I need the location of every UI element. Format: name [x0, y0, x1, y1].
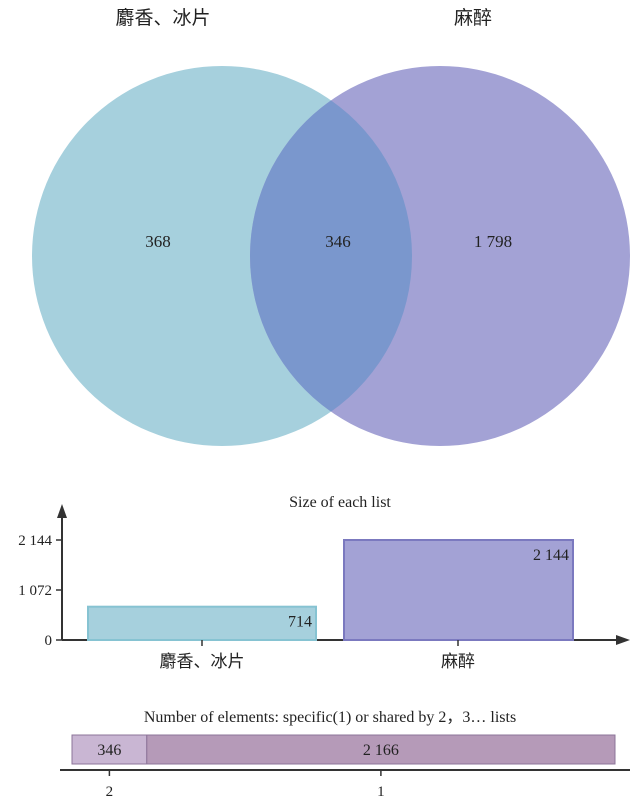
y-tick-label: 0	[45, 633, 53, 649]
shared-segment-1	[146, 734, 616, 765]
x-axis-arrow	[616, 635, 630, 645]
venn-set-b-label: 麻醉	[454, 7, 492, 29]
shared-tick-label: 2	[106, 784, 114, 800]
bar-value-label: 2 144	[533, 547, 569, 564]
venn-set-a-label: 麝香、冰片	[115, 7, 210, 29]
list-size-title: Size of each list	[289, 494, 391, 511]
x-category-set-a: 麝香、冰片	[160, 652, 245, 671]
bar-value-label: 714	[288, 614, 312, 631]
shared-elements-chart: Number of elements: specific(1) or share…	[60, 709, 630, 800]
y-axis-arrow	[57, 504, 67, 518]
shared-tick-label: 1	[377, 784, 385, 800]
y-tick-label: 1 072	[18, 583, 52, 599]
venn-a-only-count: 368	[145, 232, 171, 251]
venn-intersection-count: 346	[325, 232, 351, 251]
list-size-chart: Size of each list 0 1 072 2 144 714 2 144 麝…	[18, 494, 630, 671]
y-tick-label: 2 144	[18, 533, 52, 549]
shared-elements-title: Number of elements: specific(1) or share…	[144, 709, 516, 726]
venn-diagram: 麝香、冰片 麻醉 368 346 1 798	[32, 7, 630, 446]
venn-intersection	[249, 100, 412, 412]
shared-segment-2	[71, 734, 148, 765]
shared-segment-label: 346	[97, 742, 121, 759]
venn-b-only-count: 1 798	[474, 232, 512, 251]
bar-set-b	[343, 539, 574, 641]
bar-set-a	[87, 605, 317, 641]
shared-segment-label: 2 166	[363, 742, 399, 759]
x-category-set-b: 麻醉	[441, 652, 475, 671]
